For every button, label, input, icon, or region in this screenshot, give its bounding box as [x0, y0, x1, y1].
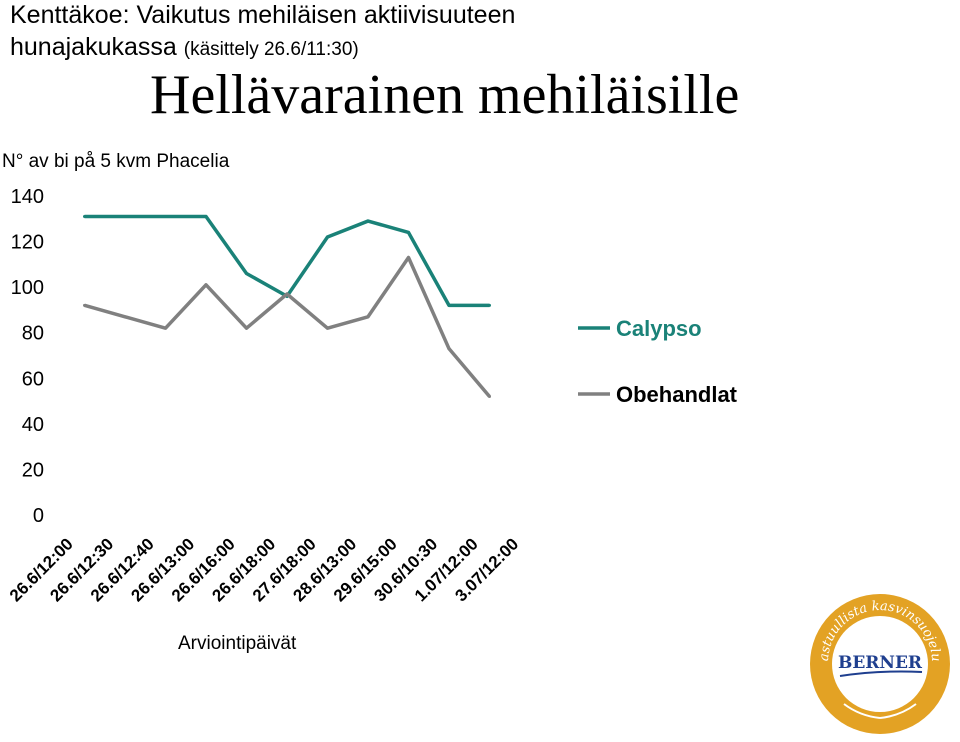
data-point: [83, 303, 86, 307]
x-tick-labels: 26.6/12:0026.6/12:3026.6/12:4026.6/13:00…: [6, 534, 522, 605]
x-axis-label: Arviointipäivät: [178, 633, 297, 654]
y-tick-label: 40: [22, 414, 44, 436]
series-lines: [83, 214, 491, 399]
data-point: [83, 215, 86, 219]
data-point: [164, 215, 167, 219]
title-line-2: hunajakukassa (käsittely 26.6/11:30): [10, 32, 359, 65]
data-point: [204, 283, 208, 287]
brand-swoosh: [839, 670, 923, 677]
y-tick-label: 100: [11, 277, 44, 299]
data-point: [488, 395, 491, 399]
data-point: [447, 303, 451, 307]
data-point: [366, 219, 370, 223]
wheat-ears: [843, 703, 917, 719]
seal-inner-disc: [832, 616, 928, 712]
data-point: [447, 347, 451, 351]
y-tick-labels: 0 20 40 60 80 100 120 140: [11, 186, 44, 527]
data-point: [164, 326, 167, 330]
data-point: [204, 215, 208, 219]
data-point: [366, 315, 370, 319]
y-tick-label: 140: [11, 186, 44, 208]
title-line-1: Kenttäkoe: Vaikutus mehiläisen aktiivisu…: [10, 1, 516, 29]
title-line-2-main: hunajakukassa: [10, 33, 177, 61]
data-point: [123, 215, 127, 219]
legend-label-calypso: Calypso: [616, 316, 702, 341]
berner-brand-text: BERNER: [838, 653, 923, 673]
data-point: [488, 303, 491, 307]
data-point: [285, 292, 289, 296]
y-axis-label: N° av bi på 5 kvm Phacelia: [2, 151, 230, 172]
title-treatment-note: (käsittely 26.6/11:30): [183, 39, 359, 60]
berner-seal-logo: Vastuullista kasvinsuojelua BERNER: [804, 584, 950, 734]
headline: Hellävarainen mehiläisille: [150, 64, 740, 126]
legend: Calypso Obehandlat: [578, 316, 738, 407]
data-point: [123, 315, 127, 319]
data-point: [326, 326, 329, 330]
data-point: [407, 230, 410, 234]
y-tick-label: 60: [22, 368, 44, 390]
data-point: [245, 271, 248, 275]
data-point: [407, 256, 410, 260]
legend-label-obehandlat: Obehandlat: [616, 382, 738, 407]
y-tick-label: 120: [11, 232, 44, 254]
series-line-calypso: [84, 214, 490, 308]
data-point: [245, 326, 248, 330]
data-point: [326, 235, 329, 239]
y-tick-label: 80: [22, 323, 44, 345]
y-tick-label: 0: [33, 505, 44, 527]
y-tick-label: 20: [22, 459, 44, 481]
series-line-obehandlat: [84, 255, 491, 398]
